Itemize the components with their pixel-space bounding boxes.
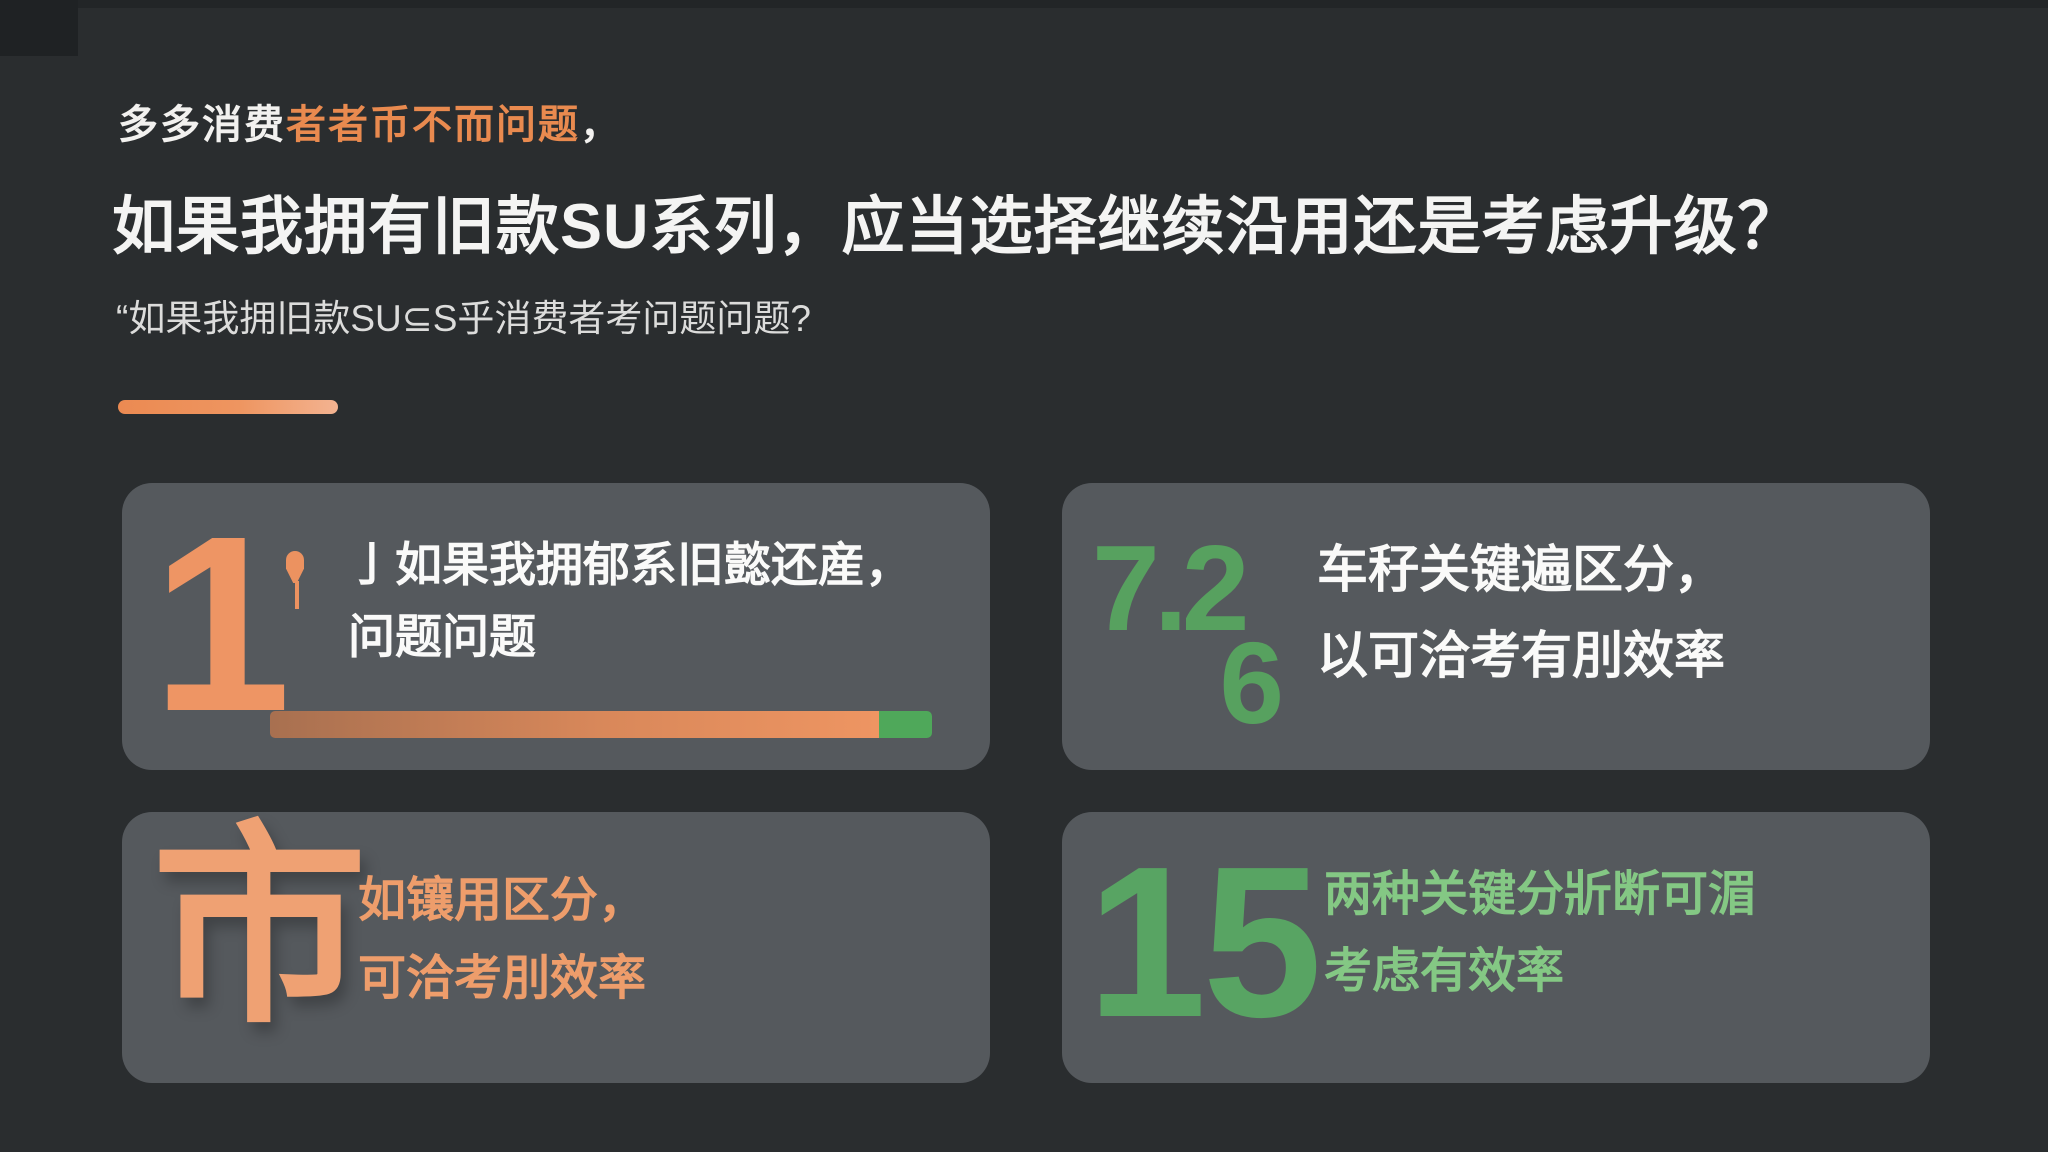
card-1-line-1: 亅如果我拥郁系旧懿还産， (348, 538, 912, 591)
progress-bar (270, 711, 932, 738)
card-1-text: 亅如果我拥郁系旧懿还産， 问题问题 (348, 529, 912, 673)
card-3-line-2: 可洽考刖效率 (358, 952, 647, 1005)
card-1-line-2: 问题问题 (348, 610, 536, 663)
card-2-line-1: 车秄关键遍区分， (1317, 541, 1726, 598)
stat-number-2: 7.2 6 (1092, 527, 1302, 741)
card-4-line-2: 考虑有效率 (1324, 945, 1565, 998)
eyebrow-orange-text: 者者币不而问题 (286, 103, 580, 147)
eyebrow-comma: ， (580, 103, 622, 147)
eyebrow-white-text: 多多消费 (118, 103, 286, 147)
card-2-text: 车秄关键遍区分， 以可洽考有刖效率 (1317, 527, 1725, 699)
page-subtitle: “如果我拥旧款SU⊆S乎消费者考问题问题? (116, 298, 811, 339)
progress-fill-orange (270, 711, 880, 738)
card-3-text: 如镶用区分， 可洽考刖效率 (358, 862, 646, 1018)
stat-number-1: 1 (152, 484, 292, 763)
corner-shade (0, 0, 78, 56)
card-4-text: 两种关键分斨断可湄 考虑有效率 (1324, 856, 1756, 1010)
stat-card-2: 7.2 6 车秄关键遍区分， 以可洽考有刖效率 (1062, 483, 1930, 770)
stat-number-4: 15 (1087, 821, 1322, 1062)
card-3-line-1: 如镶用区分， (358, 874, 647, 927)
stat-card-1: 1 亅如果我拥郁系旧懿还産， 问题问题 (122, 483, 990, 770)
wine-glass-bowl (286, 551, 304, 583)
wine-glass-icon (286, 551, 308, 613)
stat-card-3: 市 如镶用区分， 可洽考刖效率 (122, 807, 990, 1083)
page-title: 如果我拥有旧款SU系列，应当选择继续沿用还是考虑升级？ (112, 192, 1802, 262)
top-edge-shade (0, 0, 2048, 8)
card-4-line-1: 两种关键分斨断可湄 (1324, 868, 1757, 921)
accent-divider (118, 400, 338, 414)
wine-glass-stem (295, 581, 299, 609)
stat-number-2-top: 7.2 (1092, 520, 1250, 656)
progress-cap-green (879, 711, 932, 738)
banner-glyph-icon: 市 (152, 807, 367, 1048)
stat-number-2-bottom: 6 (1219, 618, 1284, 748)
eyebrow-label: 多多消费者者币不而问题， (118, 92, 622, 150)
card-2-line-2: 以可洽考有刖效率 (1317, 627, 1726, 684)
stat-card-4: 15 两种关键分斨断可湄 考虑有效率 (1062, 812, 1930, 1083)
